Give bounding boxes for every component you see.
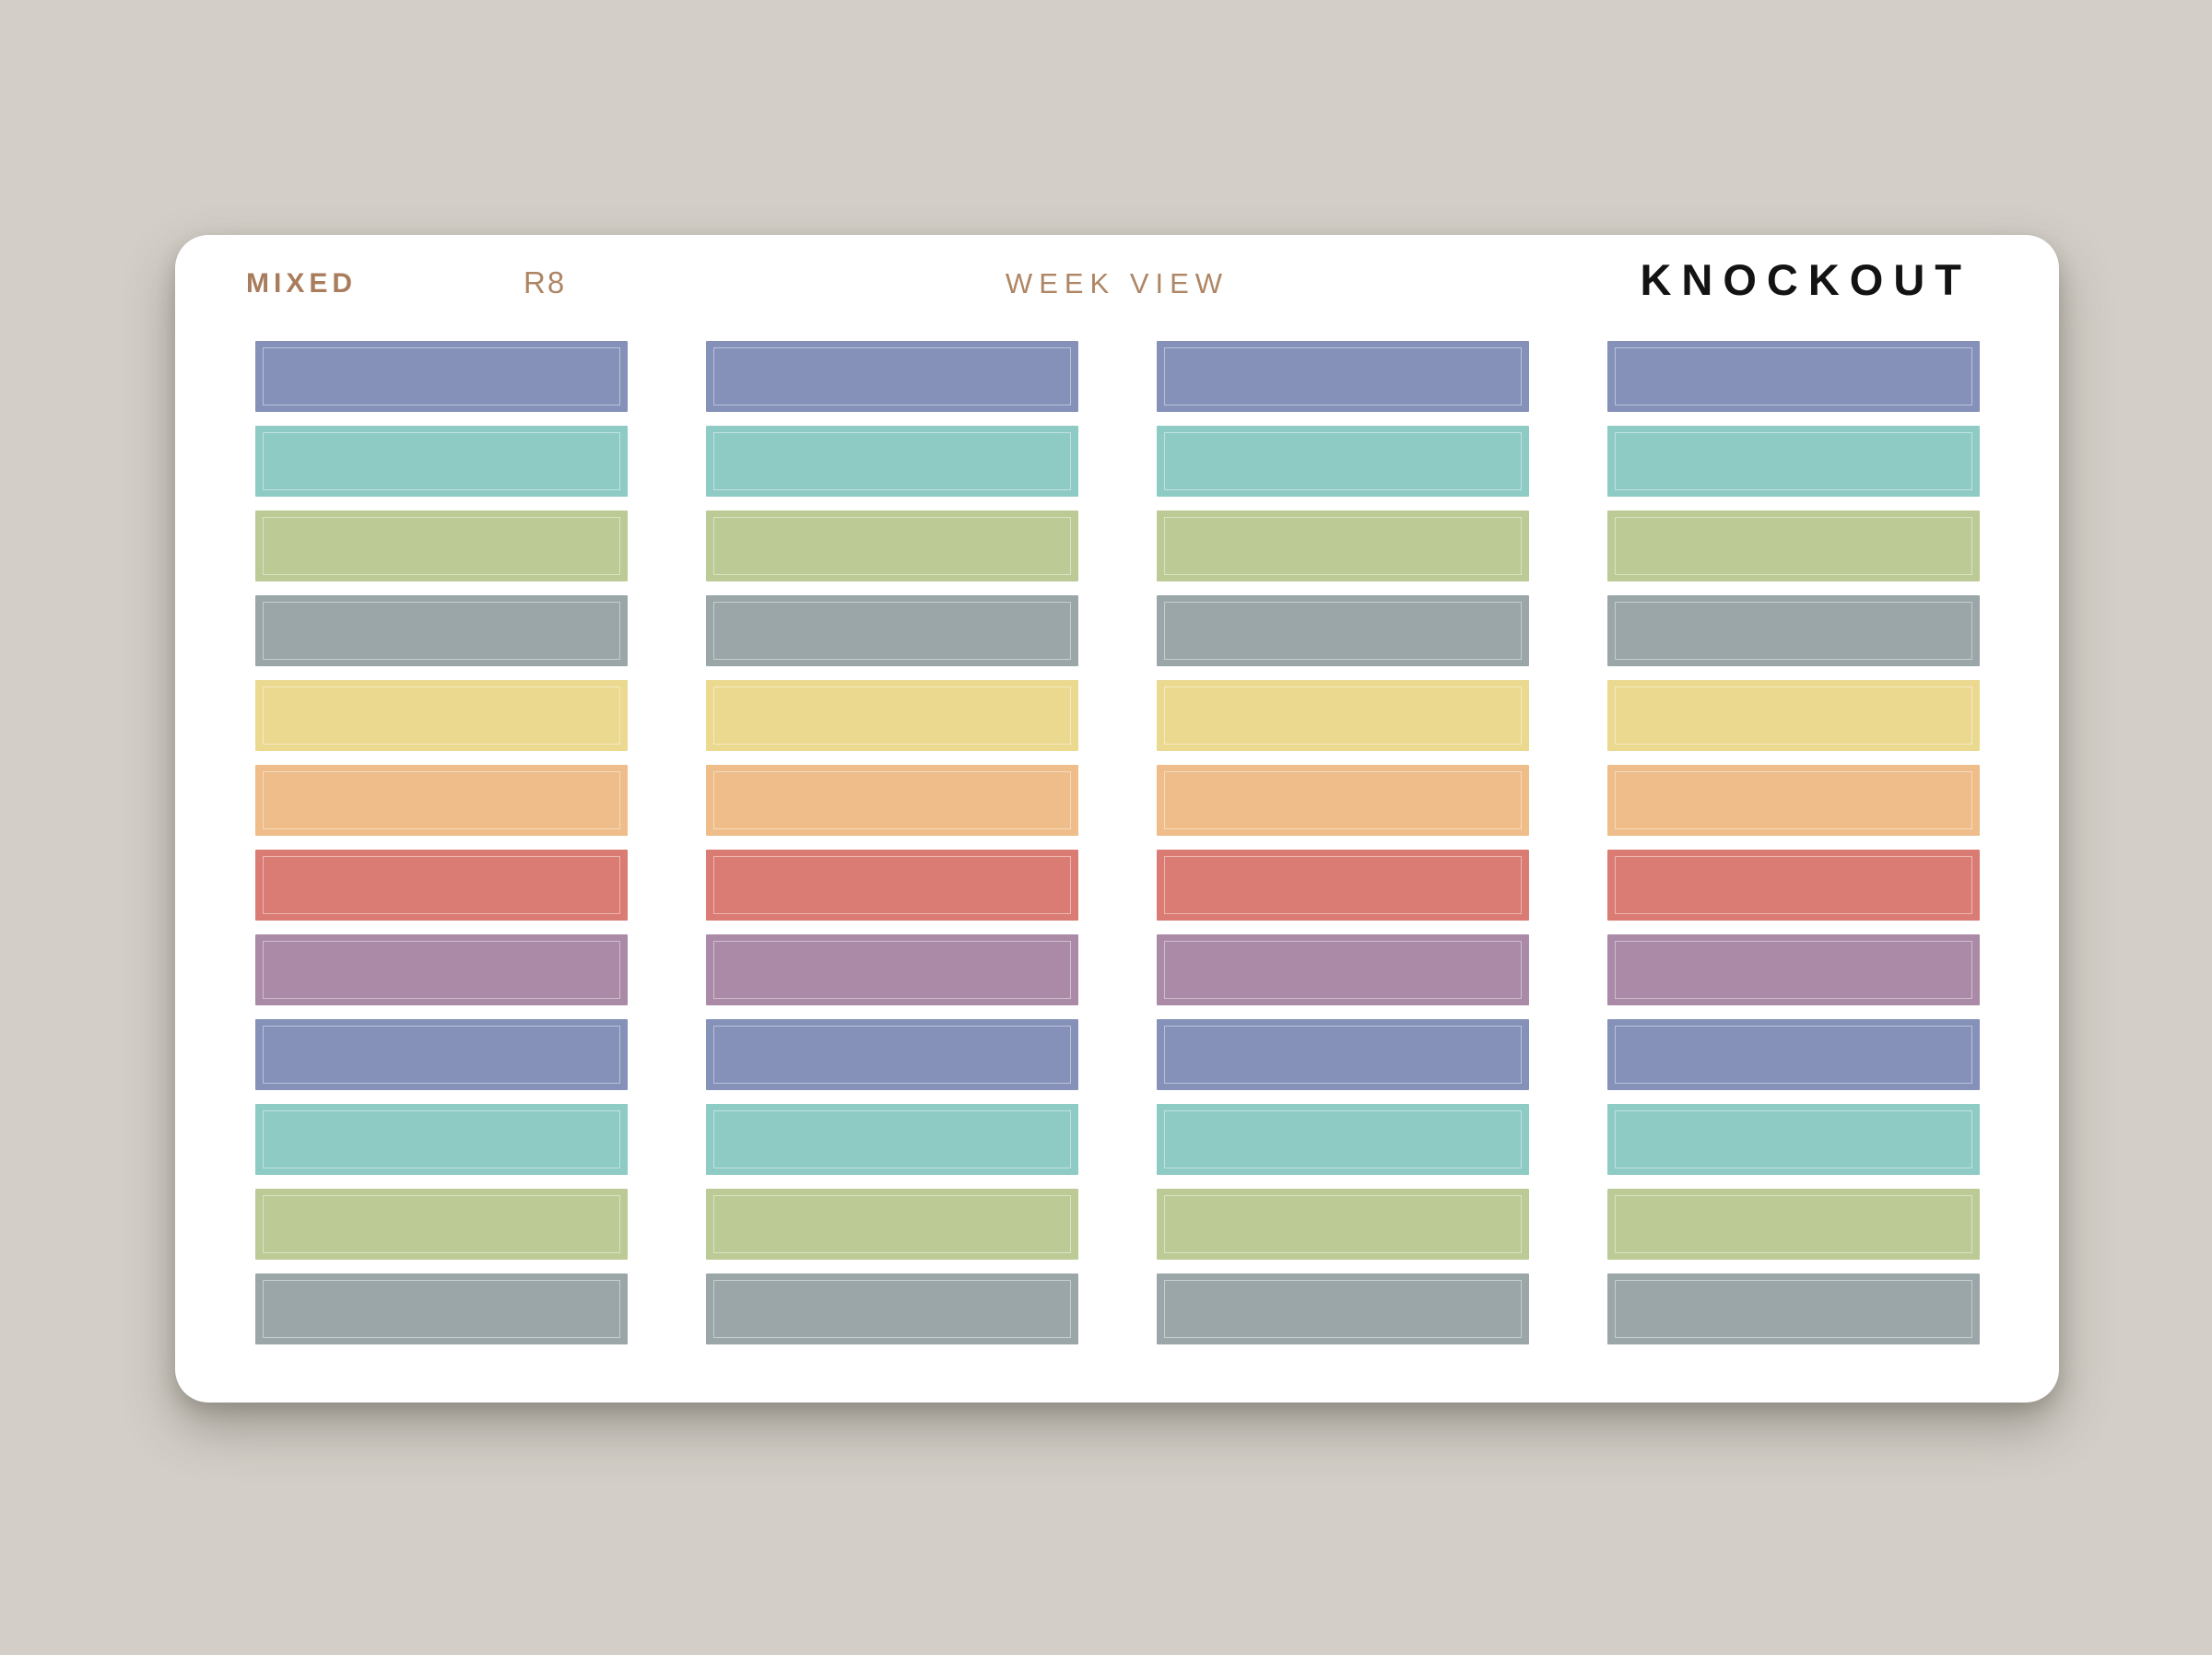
sticker-periwinkle: [1157, 341, 1529, 412]
sticker-green: [1157, 1189, 1529, 1260]
sticker-orange: [1607, 765, 1980, 836]
sticker-slate-gray: [1157, 595, 1529, 666]
sticker-coral: [1607, 850, 1980, 921]
sticker-orange: [1157, 765, 1529, 836]
sticker-slate-gray: [706, 595, 1078, 666]
sticker-grid: [255, 341, 1981, 1344]
sticker-green: [255, 511, 628, 581]
sticker-periwinkle: [255, 341, 628, 412]
brand-logo: KNOCKOUT: [1640, 255, 1971, 304]
sticker-teal: [255, 426, 628, 497]
sticker-periwinkle: [706, 1019, 1078, 1090]
sticker-coral: [255, 850, 628, 921]
sticker-orange: [255, 765, 628, 836]
sticker-teal: [1157, 426, 1529, 497]
sticker-slate-gray: [1607, 595, 1980, 666]
collection-label: MIXED: [246, 268, 358, 299]
product-name-label: WEEK VIEW: [1005, 267, 1230, 299]
sticker-slate-gray: [255, 595, 628, 666]
sticker-mauve: [1157, 934, 1529, 1005]
sticker-mauve: [1607, 934, 1980, 1005]
sticker-teal: [1607, 1104, 1980, 1175]
sticker-slate-gray: [1157, 1274, 1529, 1344]
sticker-yellow: [706, 680, 1078, 751]
sticker-slate-gray: [255, 1274, 628, 1344]
sticker-mauve: [255, 934, 628, 1005]
sticker-periwinkle: [255, 1019, 628, 1090]
sticker-teal: [255, 1104, 628, 1175]
sticker-periwinkle: [1157, 1019, 1529, 1090]
sticker-teal: [706, 1104, 1078, 1175]
sticker-teal: [1607, 426, 1980, 497]
sticker-periwinkle: [706, 341, 1078, 412]
sticker-mauve: [706, 934, 1078, 1005]
sticker-green: [1607, 1189, 1980, 1260]
sticker-yellow: [1607, 680, 1980, 751]
sticker-green: [1607, 511, 1980, 581]
sticker-sheet: MIXED R8 WEEK VIEW KNOCKOUT: [175, 235, 2059, 1403]
sticker-slate-gray: [1607, 1274, 1980, 1344]
sticker-periwinkle: [1607, 1019, 1980, 1090]
sku-label: R8: [524, 265, 567, 299]
sticker-teal: [706, 426, 1078, 497]
sticker-orange: [706, 765, 1078, 836]
sticker-yellow: [255, 680, 628, 751]
sheet-header: MIXED R8 WEEK VIEW KNOCKOUT: [175, 235, 2059, 341]
sticker-teal: [1157, 1104, 1529, 1175]
sticker-green: [706, 511, 1078, 581]
sticker-slate-gray: [706, 1274, 1078, 1344]
sticker-green: [706, 1189, 1078, 1260]
sticker-green: [255, 1189, 628, 1260]
sticker-yellow: [1157, 680, 1529, 751]
sticker-periwinkle: [1607, 341, 1980, 412]
sticker-green: [1157, 511, 1529, 581]
sticker-coral: [706, 850, 1078, 921]
sticker-coral: [1157, 850, 1529, 921]
